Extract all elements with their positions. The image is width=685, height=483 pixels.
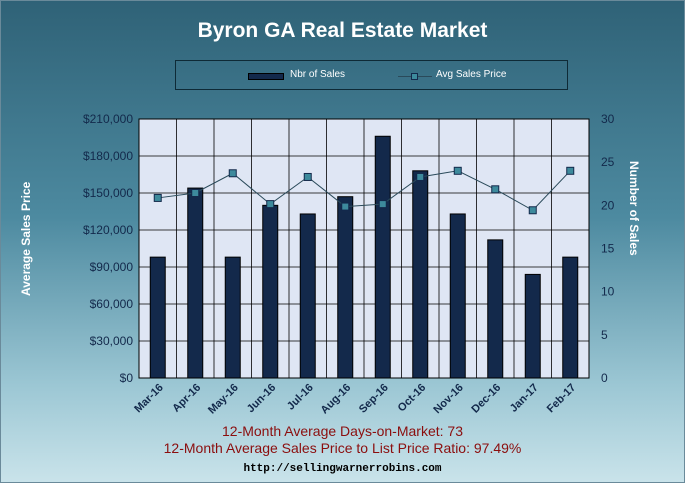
marker-avg-sales-price [153, 193, 162, 202]
x-tick-label: Sep-16 [357, 382, 391, 416]
y-axis-right-title-wrap: Number of Sales [627, 161, 653, 301]
y-right-tick-label: 15 [601, 242, 615, 256]
bar-nbr-of-sales [487, 239, 504, 379]
y-left-tick-label: $210,000 [83, 112, 133, 126]
marker-avg-sales-price [266, 200, 275, 209]
bar-nbr-of-sales [562, 256, 579, 379]
x-tick-label: Dec-16 [469, 382, 503, 416]
x-tick-label: Apr-16 [170, 382, 203, 415]
marker-avg-sales-price [378, 200, 387, 209]
y-left-tick-label: $0 [120, 371, 134, 385]
x-tick-label: Jan-17 [508, 382, 541, 415]
y-right-tick-label: 5 [601, 328, 608, 342]
bar-nbr-of-sales [224, 256, 241, 379]
x-tick-label: Nov-16 [431, 382, 465, 416]
y-right-tick-label: 10 [601, 285, 615, 299]
marker-avg-sales-price [191, 189, 200, 197]
legend: Nbr of Sales Avg Sales Price [175, 60, 568, 90]
line-avg-sales-price [157, 170, 571, 211]
y-axis-left-title-wrap: Average Sales Price [7, 161, 33, 321]
bar-nbr-of-sales [187, 187, 204, 379]
footer-url: http://sellingwarnerrobins.com [243, 463, 442, 475]
x-tick-label: Mar-16 [132, 382, 166, 416]
y-right-tick-label: 0 [601, 371, 608, 385]
marker-avg-sales-price [303, 172, 312, 181]
legend-line-label: Avg Sales Price [436, 69, 507, 80]
y-left-tick-label: $30,000 [90, 334, 134, 348]
y-left-tick-label: $120,000 [83, 223, 133, 237]
legend-line-marker [411, 73, 418, 80]
x-tick-label: Aug-16 [319, 382, 354, 417]
y-right-tick-label: 30 [601, 112, 615, 126]
footer-days-on-market: 12-Month Average Days-on-Market: 73 [222, 423, 463, 439]
marker-avg-sales-price [528, 206, 537, 215]
y-left-tick-label: $90,000 [90, 260, 134, 274]
x-tick-label: Jun-16 [245, 382, 279, 416]
y-right-tick-label: 20 [601, 198, 615, 212]
y-right-tick-label: 25 [601, 155, 615, 169]
bar-nbr-of-sales [412, 170, 429, 379]
x-tick-label: Oct-16 [396, 382, 429, 415]
marker-avg-sales-price [341, 202, 350, 211]
marker-avg-sales-price [228, 169, 237, 178]
bar-nbr-of-sales [149, 256, 166, 379]
x-tick-label: Jul-16 [285, 382, 316, 413]
bar-nbr-of-sales [524, 273, 541, 379]
x-tick-label: Feb-17 [545, 382, 579, 416]
y-axis-right-title: Number of Sales [627, 161, 641, 256]
y-left-tick-label: $60,000 [90, 297, 134, 311]
bar-nbr-of-sales [374, 135, 391, 379]
x-tick-label: May-16 [206, 382, 241, 417]
bar-nbr-of-sales [449, 213, 466, 379]
footer-price-ratio: 12-Month Average Sales Price to List Pri… [163, 440, 522, 456]
chart-title: Byron GA Real Estate Market [197, 19, 488, 42]
bar-nbr-of-sales [337, 196, 354, 379]
legend-bar-swatch [248, 73, 284, 80]
y-axis-left-title: Average Sales Price [19, 181, 33, 296]
legend-bar-label: Nbr of Sales [290, 69, 346, 80]
marker-avg-sales-price [416, 172, 425, 181]
y-left-tick-label: $180,000 [83, 149, 133, 163]
y-left-tick-label: $150,000 [83, 186, 133, 200]
bar-nbr-of-sales [299, 213, 316, 379]
bar-nbr-of-sales [262, 204, 279, 379]
marker-avg-sales-price [566, 166, 575, 175]
marker-avg-sales-price [491, 185, 500, 194]
marker-avg-sales-price [453, 166, 462, 175]
